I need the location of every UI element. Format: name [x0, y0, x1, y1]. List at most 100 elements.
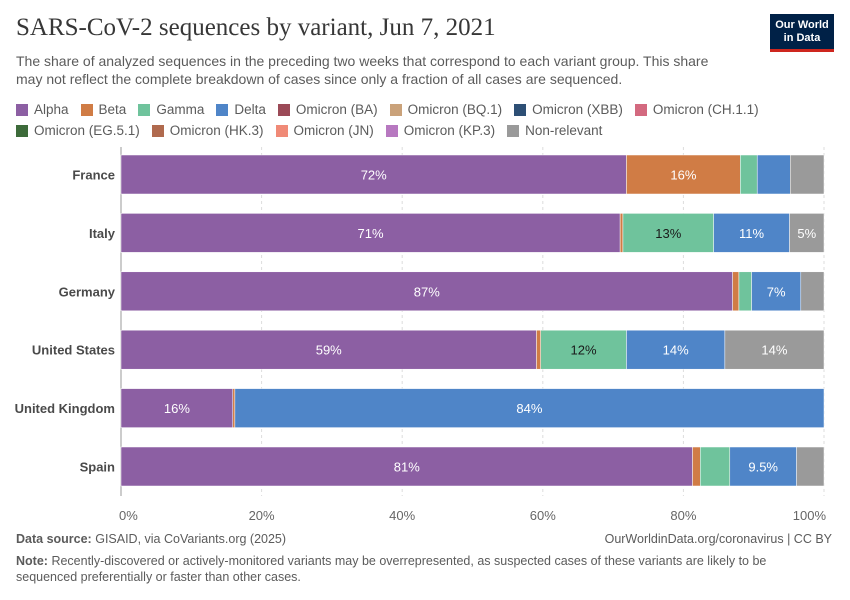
category-label: France — [72, 168, 115, 183]
bar-segment[interactable] — [800, 271, 825, 312]
data-label: 16% — [670, 168, 696, 183]
data-label: 7% — [767, 284, 786, 299]
x-tick-label: 20% — [249, 508, 275, 523]
category-label: Germany — [59, 284, 116, 299]
legend-label: Omicron (HK.3) — [169, 123, 264, 138]
bar-segment[interactable] — [724, 329, 825, 370]
legend-label: Delta — [234, 102, 266, 117]
legend-item[interactable]: Omicron (BQ.1) — [389, 101, 502, 118]
stacked-bar-chart: 0% 20% 40% 60% 80% 100% France 72% 16% Italy 71% 13… — [15, 147, 827, 523]
bar-segment[interactable] — [619, 213, 624, 253]
legend-label: Omicron (BA) — [295, 102, 378, 117]
data-label: 72% — [361, 168, 387, 183]
data-source-label: Data source: — [16, 532, 92, 546]
legend-item[interactable]: Omicron (JN) — [275, 122, 374, 139]
legend-label: Gamma — [156, 102, 205, 117]
bar-segment[interactable] — [234, 388, 825, 428]
data-label: 71% — [358, 226, 384, 241]
bar-segment[interactable] — [756, 154, 791, 195]
data-label: 59% — [316, 343, 342, 358]
data-label: 5% — [797, 226, 816, 241]
bar-segment[interactable] — [120, 271, 733, 312]
x-tick-label: 100% — [793, 508, 827, 523]
category-label: United States — [32, 343, 115, 358]
legend-item[interactable]: Alpha — [16, 101, 69, 118]
legend-item[interactable]: Omicron (HK.3) — [151, 122, 264, 139]
category-label: United Kingdom — [15, 401, 115, 416]
legend-item[interactable]: Omicron (XBB) — [514, 101, 623, 118]
chart-title: SARS-CoV-2 sequences by variant, Jun 7, … — [16, 14, 496, 41]
legend-item[interactable]: Omicron (CH.1.1) — [634, 101, 759, 118]
bar-segment[interactable] — [536, 329, 541, 370]
owid-logo[interactable]: Our World in Data — [770, 14, 834, 52]
bar-segment[interactable] — [738, 271, 752, 312]
legend-label: Omicron (CH.1.1) — [652, 102, 759, 117]
bar-segment[interactable] — [120, 154, 627, 195]
legend-swatch — [16, 124, 28, 137]
legend-swatch — [151, 124, 164, 137]
x-tick-label: 60% — [530, 508, 556, 523]
legend-item[interactable]: Beta — [80, 101, 127, 118]
legend-swatch — [507, 124, 520, 137]
bar-segment[interactable] — [232, 388, 236, 428]
data-label: 9.5% — [748, 460, 778, 475]
category-label: Spain — [80, 460, 115, 475]
footer-note: Note: Recently-discovered or actively-mo… — [16, 553, 806, 585]
legend-swatch — [277, 103, 290, 116]
bar-segment[interactable] — [692, 446, 701, 487]
legend-swatch — [138, 103, 151, 116]
logo-line-2: in Data — [783, 32, 821, 44]
bar-segment[interactable] — [120, 329, 537, 370]
legend-swatch — [216, 103, 229, 116]
legend-swatch — [80, 103, 93, 116]
bar-segment[interactable] — [729, 446, 797, 487]
category-label: Italy — [89, 226, 116, 241]
owid-url[interactable]: OurWorldinData.org/coronavirus | CC BY — [604, 532, 832, 546]
bar-segment[interactable] — [790, 154, 825, 195]
legend-swatch — [16, 103, 28, 116]
data-label: 16% — [164, 401, 190, 416]
legend: Alpha Beta Gamma Delta Omicron (BA) Omicron (… — [16, 101, 836, 139]
legend-swatch — [389, 103, 402, 116]
legend-swatch — [514, 103, 527, 116]
bar-segment[interactable] — [120, 213, 621, 253]
bar-segment[interactable] — [751, 271, 802, 312]
note-text: Recently-discovered or actively-monitore… — [16, 554, 767, 584]
bar-segment[interactable] — [626, 329, 726, 370]
legend-item[interactable]: Omicron (BA) — [277, 101, 378, 118]
legend-label: Omicron (JN) — [293, 123, 374, 138]
x-tick-label: 40% — [389, 508, 415, 523]
legend-item[interactable]: Omicron (KP.3) — [385, 122, 496, 139]
bar-segment[interactable] — [120, 388, 234, 428]
data-label: 14% — [761, 343, 787, 358]
legend-label: Omicron (EG.5.1) — [34, 123, 140, 138]
bar-segment[interactable] — [120, 446, 693, 487]
legend-item[interactable]: Gamma — [138, 101, 204, 118]
legend-item[interactable]: Delta — [216, 101, 266, 118]
data-label: 11% — [739, 226, 764, 241]
bar-segment[interactable] — [713, 213, 790, 253]
chart-subtitle: The share of analyzed sequences in the p… — [16, 53, 709, 87]
logo-line-1: Our World — [775, 19, 829, 31]
bar-segment[interactable] — [789, 213, 825, 253]
data-label: 13% — [655, 226, 681, 241]
bar-segment[interactable] — [622, 213, 714, 253]
legend-swatch — [634, 103, 647, 116]
data-label: 81% — [394, 460, 420, 475]
legend-label: Omicron (XBB) — [532, 102, 623, 117]
data-source-link[interactable]: GISAID, via CoVariants.org (2025) — [95, 532, 287, 546]
bar-segment[interactable] — [626, 154, 741, 195]
data-source: Data source: GISAID, via CoVariants.org … — [16, 532, 286, 546]
legend-label: Omicron (KP.3) — [403, 123, 496, 138]
legend-label: Alpha — [34, 102, 69, 117]
data-label: 12% — [571, 343, 597, 358]
bar-segment[interactable] — [700, 446, 731, 487]
data-label: 84% — [516, 401, 542, 416]
legend-item[interactable]: Omicron (EG.5.1) — [16, 122, 140, 139]
legend-item[interactable]: Non-relevant — [507, 122, 602, 139]
bar-segment[interactable] — [796, 446, 825, 487]
bar-segment[interactable] — [740, 154, 758, 195]
data-label: 14% — [663, 343, 689, 358]
bar-segment[interactable] — [732, 271, 740, 312]
legend-label: Beta — [98, 102, 127, 117]
